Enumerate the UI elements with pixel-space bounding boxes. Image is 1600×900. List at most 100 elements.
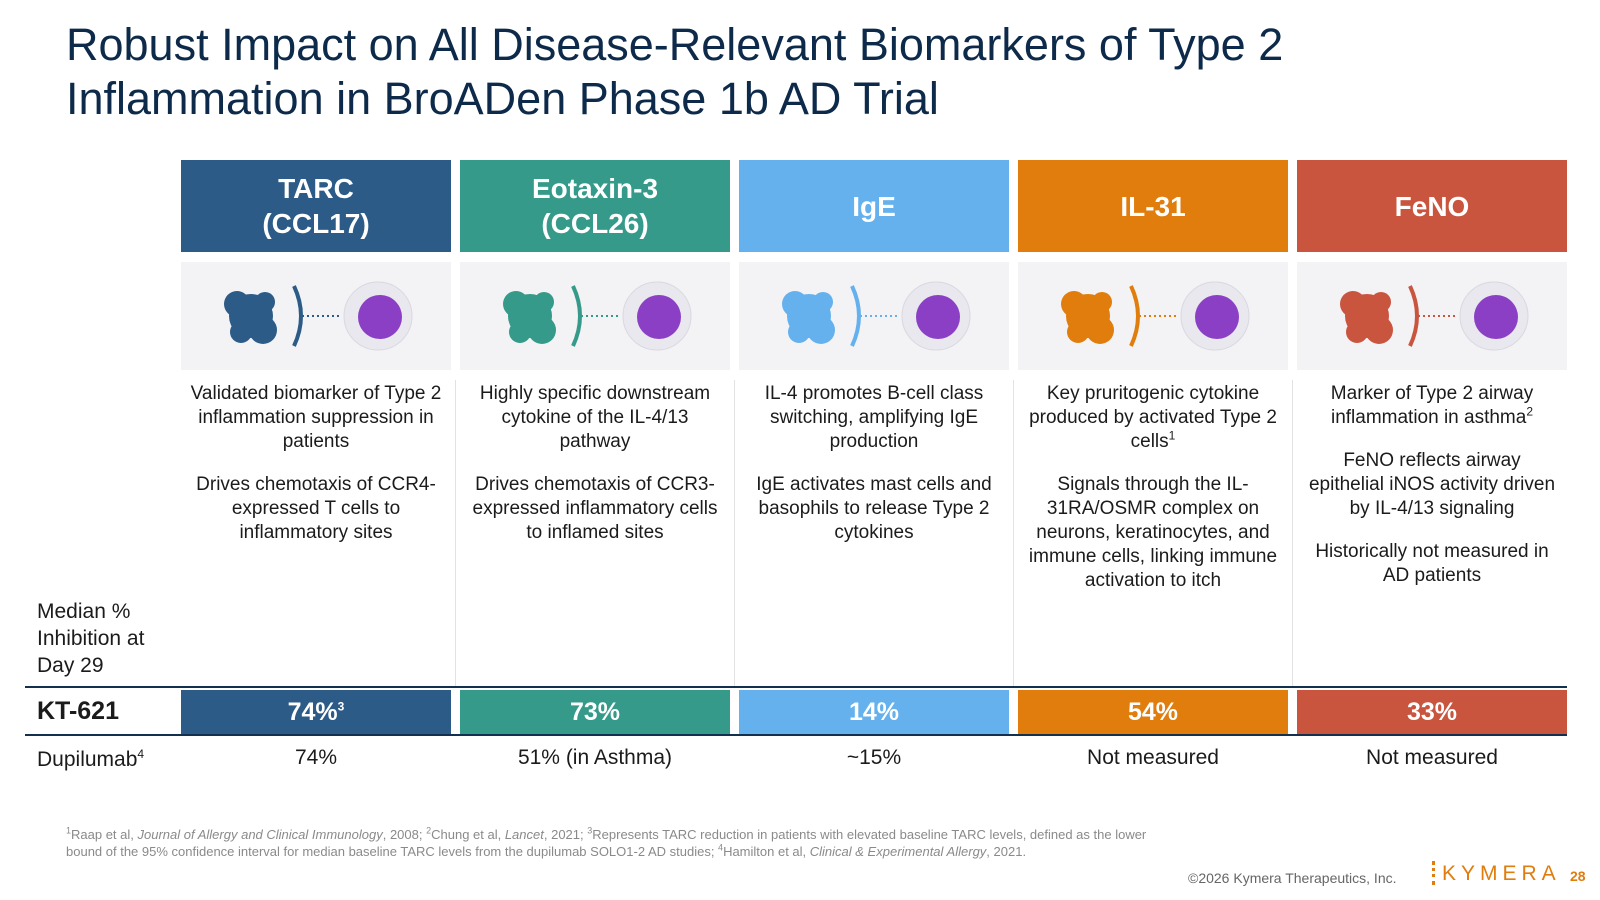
footnote-run: 4 xyxy=(718,842,724,853)
icon xyxy=(1018,262,1288,370)
icon-part xyxy=(637,295,681,339)
icon-part xyxy=(509,321,531,343)
column-divider xyxy=(1013,380,1014,686)
footnote-run: Clinical & Experimental Allergy xyxy=(809,844,987,859)
description-text: Drives chemotaxis of CCR4-expressed T ce… xyxy=(196,474,436,543)
description: Highly specific downstream cytokine of t… xyxy=(468,382,722,564)
description-paragraph: Signals through the IL-31RA/OSMR complex… xyxy=(1026,473,1280,593)
footnote-run: 1 xyxy=(66,825,72,836)
dupilumab-value: 51% (in Asthma) xyxy=(517,746,673,769)
icon-part xyxy=(528,316,556,344)
row-label-line: Median % xyxy=(37,600,131,623)
column-header: Eotaxin-3 (CCL26) xyxy=(460,160,730,252)
icon-part xyxy=(1365,316,1393,344)
description-paragraph: Drives chemotaxis of CCR3-expressed infl… xyxy=(468,473,722,545)
icon-part xyxy=(1474,295,1518,339)
row-label: Median % Inhibition at Day 29 xyxy=(37,598,144,679)
row-rule xyxy=(25,734,1567,736)
slide-title: Inflammation in BroADen Phase 1b AD Tria… xyxy=(66,73,939,124)
footnote-run: Chung et al, xyxy=(431,827,505,842)
superscript: 1 xyxy=(1168,428,1176,443)
icon-part xyxy=(230,321,252,343)
footnote-run: Represents TARC reduction in patients wi… xyxy=(66,827,1147,859)
description-text: Marker of Type 2 airway inflammation in … xyxy=(1330,383,1534,428)
kt621-cell: 73% xyxy=(460,690,730,734)
icon xyxy=(739,262,1009,370)
superscript: 4 xyxy=(137,747,145,761)
logo: KYMERA xyxy=(1442,862,1561,885)
kt621-value: 54% xyxy=(1128,698,1178,727)
kt621-cell: 14% xyxy=(739,690,1009,734)
description-text: Historically not measured in AD patients xyxy=(1315,541,1549,586)
footnote-run: , 2008; xyxy=(382,827,427,842)
description: Marker of Type 2 airway inflammation in … xyxy=(1305,382,1559,607)
column-divider xyxy=(734,380,735,686)
description-text: IL-4 promotes B-cell class switching, am… xyxy=(764,383,984,452)
footnote-run: 2 xyxy=(426,825,432,836)
description-paragraph: Marker of Type 2 airway inflammation in … xyxy=(1305,382,1559,430)
icon-part xyxy=(916,295,960,339)
footnote: 1Raap et al, Journal of Allergy and Clin… xyxy=(66,826,1156,860)
kt621-label: KT-621 xyxy=(37,697,119,725)
column-header: IgE xyxy=(739,160,1009,252)
icon-part xyxy=(1408,285,1419,347)
header-line: IL-31 xyxy=(1120,190,1186,222)
description-text: Highly specific downstream cytokine of t… xyxy=(479,383,711,452)
icon-part xyxy=(358,295,402,339)
description-paragraph: Highly specific downstream cytokine of t… xyxy=(468,382,722,454)
description: Validated biomarker of Type 2 inflammati… xyxy=(189,382,443,564)
row-label-line: Inhibition at xyxy=(37,627,145,650)
description-text: Validated biomarker of Type 2 inflammati… xyxy=(190,383,442,452)
description-text: FeNO reflects airway epithelial iNOS act… xyxy=(1308,450,1556,519)
footnote-run: Hamilton et al, xyxy=(723,844,810,859)
column-header: FeNO xyxy=(1297,160,1567,252)
label-text: Dupilumab xyxy=(37,748,138,771)
description-text: IgE activates mast cells and basophils t… xyxy=(756,474,992,543)
description-paragraph: Drives chemotaxis of CCR4-expressed T ce… xyxy=(189,473,443,545)
dupilumab-label: Dupilumab4 xyxy=(37,746,144,773)
header-line: Eotaxin-3 xyxy=(531,173,659,204)
icon-part xyxy=(292,285,303,347)
kt621-text: 73% xyxy=(569,697,621,726)
column-divider xyxy=(1292,380,1293,686)
icon-part xyxy=(1195,295,1239,339)
icon xyxy=(460,262,730,370)
kt621-cell: 33% xyxy=(1297,690,1567,734)
description-paragraph: IgE activates mast cells and basophils t… xyxy=(747,473,1001,545)
icon-part xyxy=(1086,316,1114,344)
description-text: Signals through the IL-31RA/OSMR complex… xyxy=(1028,474,1278,591)
footnote-run: , 2021; xyxy=(543,827,588,842)
icon-part xyxy=(1129,285,1140,347)
footnote-run: , 2021. xyxy=(986,844,1027,859)
dupilumab-value: Not measured xyxy=(1366,746,1498,769)
icon-part xyxy=(807,316,835,344)
header-line: TARC xyxy=(278,173,354,204)
description-paragraph: FeNO reflects airway epithelial iNOS act… xyxy=(1305,449,1559,521)
description-text: Key pruritogenic cytokine produced by ac… xyxy=(1029,383,1277,452)
kt621-value: 73% xyxy=(570,698,620,727)
kt621-cell: 54% xyxy=(1018,690,1288,734)
header-line: (CCL17) xyxy=(262,208,370,239)
footnote-run: Lancet xyxy=(504,827,544,842)
icon-part xyxy=(1346,321,1368,343)
description-text: Drives chemotaxis of CCR3-expressed infl… xyxy=(472,474,718,543)
icon-part xyxy=(224,291,250,317)
icon-part xyxy=(1061,291,1087,317)
dupilumab-value: ~15% xyxy=(846,746,902,769)
footnote-run: Journal of Allergy and Clinical Immunolo… xyxy=(137,827,383,842)
description-paragraph: Validated biomarker of Type 2 inflammati… xyxy=(189,382,443,454)
header-line: FeNO xyxy=(1394,190,1470,222)
slide-title: Robust Impact on All Disease-Relevant Bi… xyxy=(66,19,1284,70)
icon-part xyxy=(1092,292,1112,312)
icon-part xyxy=(503,291,529,317)
icon-part xyxy=(1371,292,1391,312)
kt621-text: 33% xyxy=(1406,697,1458,726)
icon-part xyxy=(534,292,554,312)
kt621-value: 14% xyxy=(849,698,899,727)
icon-part xyxy=(782,291,808,317)
description-paragraph: IL-4 promotes B-cell class switching, am… xyxy=(747,382,1001,454)
row-rule xyxy=(25,686,1567,688)
icon xyxy=(1297,262,1567,370)
description: IL-4 promotes B-cell class switching, am… xyxy=(747,382,1001,564)
